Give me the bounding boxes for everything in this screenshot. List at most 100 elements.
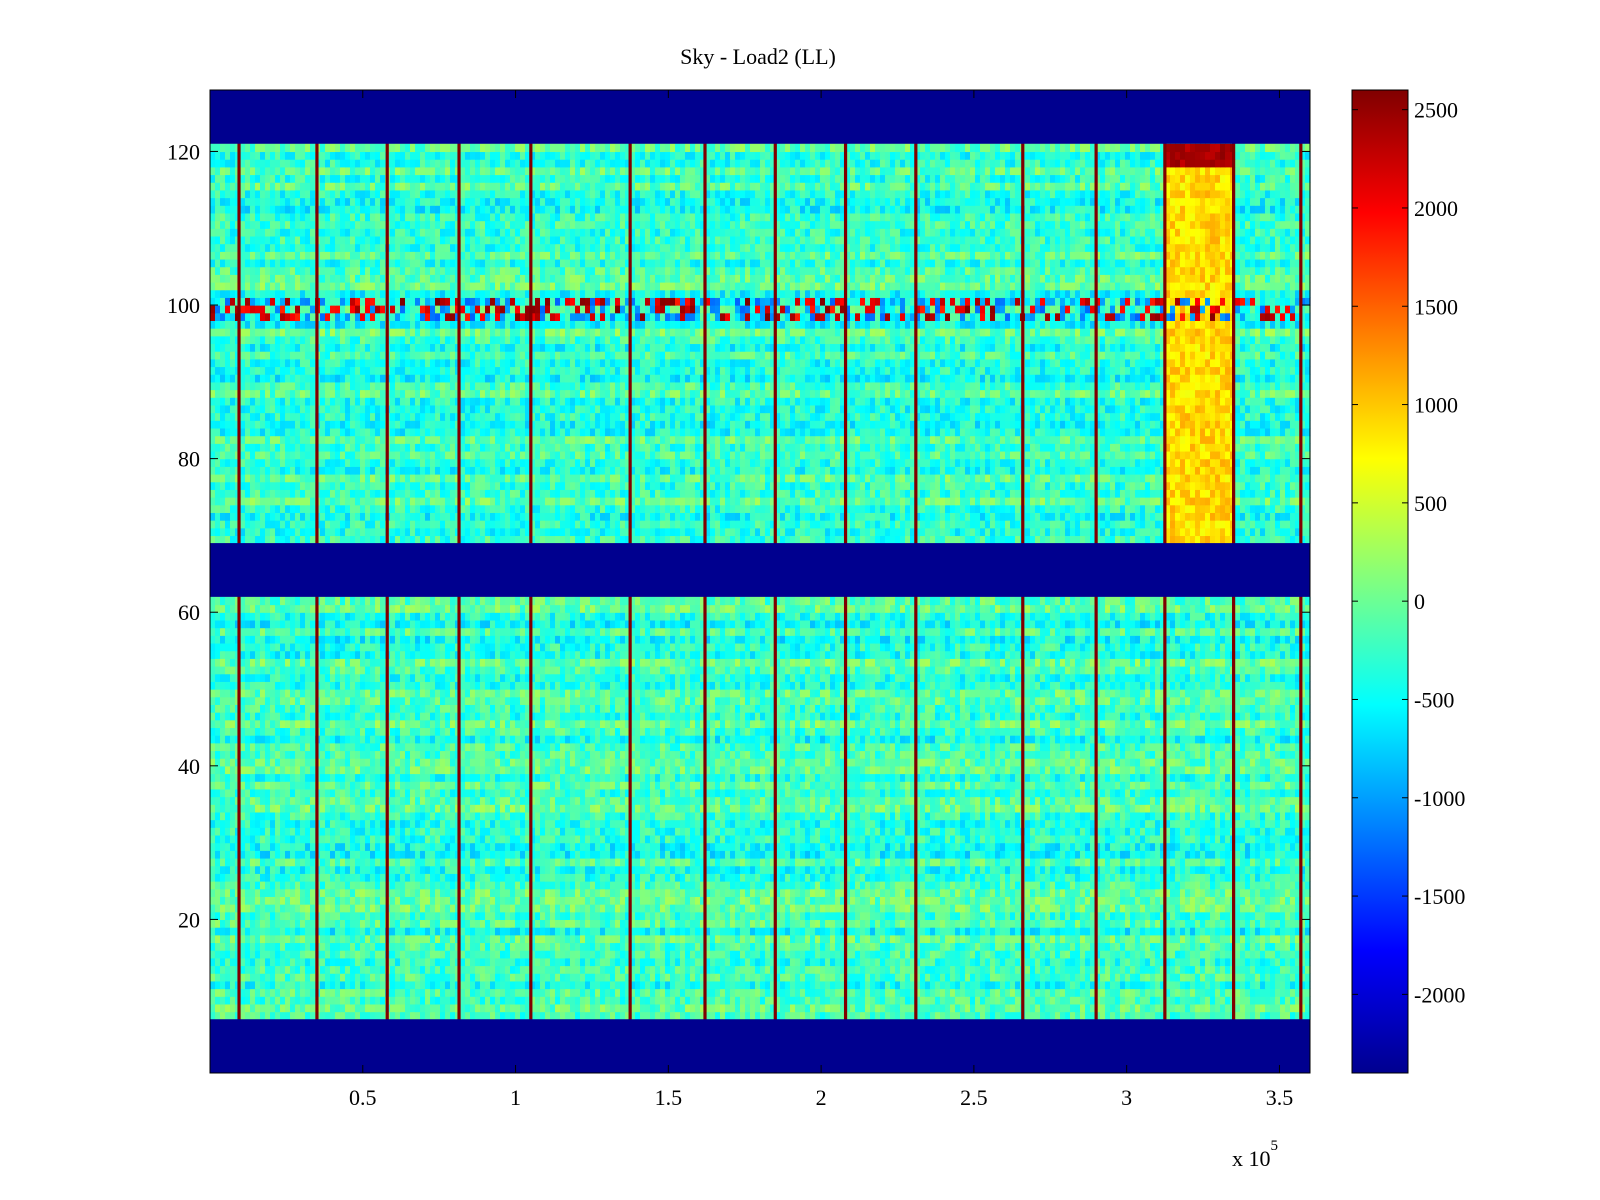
heatmap-cell	[670, 873, 676, 881]
heatmap-cell	[780, 912, 786, 920]
heatmap-cell	[1185, 935, 1191, 943]
heatmap-cell	[1025, 896, 1031, 904]
heatmap-cell	[285, 904, 291, 912]
heatmap-cell	[490, 850, 496, 858]
heatmap-cell	[1110, 950, 1116, 958]
heatmap-cell	[745, 996, 751, 1004]
heatmap-cell	[375, 858, 381, 866]
heatmap-cell	[970, 866, 976, 874]
heatmap-cell	[580, 942, 586, 950]
heatmap-cell	[390, 904, 396, 912]
heatmap-cell	[390, 873, 396, 881]
heatmap-cell	[640, 973, 646, 981]
heatmap-cell	[875, 981, 881, 989]
heatmap-cell	[550, 950, 556, 958]
heatmap-cell	[270, 973, 276, 981]
heatmap-cell	[615, 896, 621, 904]
heatmap-cell	[345, 958, 351, 966]
heatmap-cell	[665, 904, 671, 912]
heatmap-cell	[435, 1004, 441, 1012]
heatmap-cell	[1265, 981, 1271, 989]
heatmap-cell	[465, 1012, 471, 1020]
heatmap-cell	[1055, 858, 1061, 866]
heatmap-cell	[245, 904, 251, 912]
heatmap-cell	[515, 942, 521, 950]
heatmap-cell	[795, 935, 801, 943]
heatmap-cell	[390, 1012, 396, 1020]
heatmap-cell	[505, 942, 511, 950]
heatmap-cell	[405, 996, 411, 1004]
heatmap-cell	[670, 881, 676, 889]
heatmap-cell	[490, 904, 496, 912]
heatmap-cell	[715, 858, 721, 866]
heatmap-cell	[410, 958, 416, 966]
heatmap-cell	[1035, 889, 1041, 897]
heatmap-cell	[880, 904, 886, 912]
heatmap-cell	[320, 981, 326, 989]
heatmap-cell	[280, 873, 286, 881]
heatmap-cell	[515, 873, 521, 881]
heatmap-cell	[980, 1012, 986, 1020]
heatmap-cell	[1135, 1012, 1141, 1020]
heatmap-cell	[550, 858, 556, 866]
heatmap-cell	[465, 973, 471, 981]
heatmap-cell	[790, 912, 796, 920]
heatmap-cell	[1010, 904, 1016, 912]
heatmap-cell	[650, 942, 656, 950]
heatmap-cell	[995, 989, 1001, 997]
heatmap-cell	[535, 958, 541, 966]
heatmap-cell	[735, 1012, 741, 1020]
heatmap-cell	[1195, 927, 1201, 935]
heatmap-cell	[1000, 1004, 1006, 1012]
heatmap-cell	[605, 942, 611, 950]
heatmap-cell	[430, 912, 436, 920]
heatmap-cell	[810, 889, 816, 897]
heatmap-cell	[295, 873, 301, 881]
heatmap-cell	[760, 935, 766, 943]
heatmap-cell	[290, 919, 296, 927]
heatmap-cell	[215, 981, 221, 989]
heatmap-cell	[335, 896, 341, 904]
heatmap-cell	[925, 973, 931, 981]
heatmap-cell	[1235, 942, 1241, 950]
heatmap-cell	[635, 889, 641, 897]
heatmap-cell	[620, 873, 626, 881]
heatmap-cell	[1000, 996, 1006, 1004]
heatmap-cell	[950, 912, 956, 920]
heatmap-cell	[260, 989, 266, 997]
heatmap-cell	[855, 904, 861, 912]
heatmap-cell	[270, 873, 276, 881]
heatmap-cell	[225, 904, 231, 912]
heatmap-cell	[810, 866, 816, 874]
heatmap-cell	[425, 958, 431, 966]
heatmap-cell	[555, 912, 561, 920]
heatmap-cell	[785, 919, 791, 927]
heatmap-cell	[820, 981, 826, 989]
heatmap-cell	[795, 981, 801, 989]
heatmap-cell	[390, 981, 396, 989]
heatmap-cell	[1035, 973, 1041, 981]
heatmap-cell	[955, 981, 961, 989]
heatmap-cell	[670, 896, 676, 904]
heatmap-cell	[1260, 927, 1266, 935]
heatmap-cell	[730, 989, 736, 997]
heatmap-cell	[605, 935, 611, 943]
heatmap-cell	[585, 935, 591, 943]
heatmap-cell	[1255, 904, 1261, 912]
heatmap-cell	[650, 973, 656, 981]
heatmap-cell	[890, 1012, 896, 1020]
heatmap-cell	[970, 965, 976, 973]
heatmap-cell	[1105, 942, 1111, 950]
heatmap-cell	[1195, 1004, 1201, 1012]
heatmap-cell	[1180, 935, 1186, 943]
heatmap-cell	[550, 912, 556, 920]
heatmap-cell	[1175, 989, 1181, 997]
heatmap-cell	[930, 927, 936, 935]
heatmap-cell	[645, 996, 651, 1004]
heatmap-cell	[210, 950, 216, 958]
heatmap-cell	[975, 958, 981, 966]
heatmap-cell	[995, 1012, 1001, 1020]
heatmap-cell	[715, 996, 721, 1004]
heatmap-cell	[505, 919, 511, 927]
heatmap-cell	[240, 858, 246, 866]
